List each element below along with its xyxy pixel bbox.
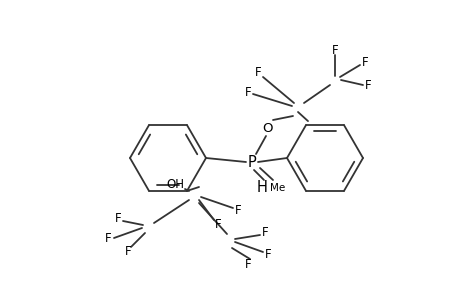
Text: OH: OH [166, 178, 184, 191]
Text: F: F [364, 79, 370, 92]
Text: F: F [244, 85, 251, 98]
Text: O: O [262, 122, 273, 134]
Text: F: F [244, 259, 251, 272]
Text: F: F [234, 203, 241, 217]
Text: F: F [261, 226, 268, 238]
Text: F: F [124, 245, 131, 259]
Text: F: F [331, 44, 337, 56]
Text: F: F [105, 232, 111, 244]
Text: H: H [256, 181, 267, 196]
Text: F: F [214, 218, 221, 232]
Text: F: F [254, 65, 261, 79]
Text: F: F [264, 248, 271, 262]
Text: F: F [114, 212, 121, 224]
Text: P: P [247, 154, 256, 169]
Text: Me: Me [270, 183, 285, 193]
Text: F: F [361, 56, 368, 68]
